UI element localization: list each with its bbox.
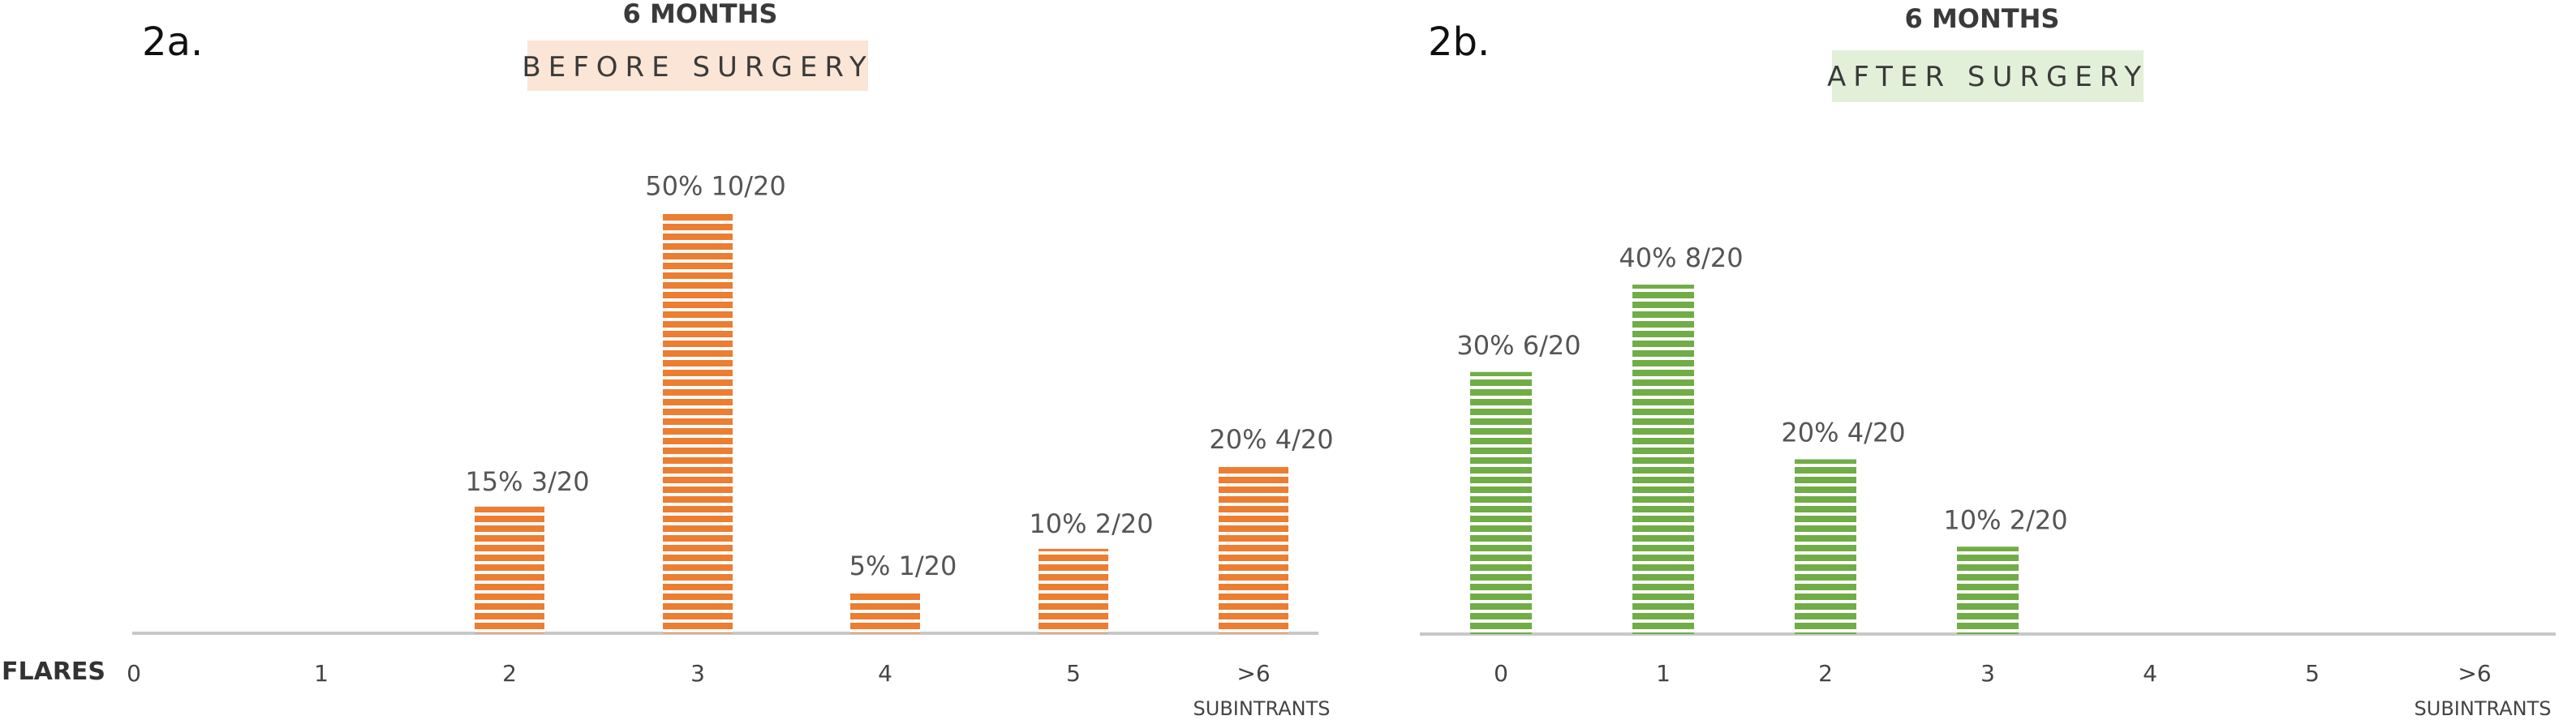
data-label-2b-3: 10% 2/20 [1943,504,2067,535]
tick-label-2a-5: 5 [1066,660,1081,687]
tick-label-2b-4: 4 [2143,660,2157,687]
panel-2a: 2a. 6 MONTHS BEFORE SURGERY FLARES 0 1 15%… [2,0,1334,720]
data-label-2a-4: 5% 1/20 [849,551,957,581]
data-label-2b-0: 30% 6/20 [1456,330,1580,361]
bar-2a-5 [1039,548,1108,633]
tick-label-2b-1: 1 [1656,660,1671,687]
bar-2a-3 [663,211,733,634]
tick-label-2a-3: 3 [690,660,705,687]
bar-2b-3 [1957,546,2019,634]
tick-sublabel-2a-6: SUBINTRANTS [1193,697,1331,720]
bars-2b: 30% 6/20 0 40% 8/20 1 20% 4/20 2 10% 2/20 3 4 5 >6… [1456,242,2551,720]
tick-label-2b-5: 5 [2305,660,2320,687]
tick-label-2a-1: 1 [314,660,329,687]
panel-label-2b: 2b. [1428,19,1490,65]
bar-2a-2 [475,506,544,633]
subtitle-highlight-2a [527,41,868,91]
tick-label-2b-6: >6 [2458,660,2491,687]
subtitle-highlight-2b [1832,50,2144,102]
data-label-2b-1: 40% 8/20 [1619,242,1743,273]
bar-2a-4 [850,590,920,633]
tick-label-2a-0: 0 [127,660,141,687]
tick-label-2a-2: 2 [502,660,517,687]
chart-subtitle-2b: AFTER SURGERY [1827,61,2148,93]
x-axis-label: FLARES [2,658,105,686]
tick-sublabel-2b-6: SUBINTRANTS [2415,697,2552,720]
chart-title-2a: 6 MONTHS [623,0,778,29]
bar-2b-2 [1795,459,1856,634]
panel-label-2a: 2a. [142,19,203,65]
tick-label-2b-2: 2 [1818,660,1833,687]
chart-title-2b: 6 MONTHS [1905,3,2060,34]
data-label-2a-2: 15% 3/20 [465,466,589,497]
data-label-2a-5: 10% 2/20 [1029,508,1153,539]
bar-2b-0 [1470,371,1532,634]
tick-label-2a-6: >6 [1236,660,1270,687]
panel-2b: 2b. 6 MONTHS AFTER SURGERY 30% 6/20 0 40% … [1420,3,2556,720]
tick-label-2b-3: 3 [1980,660,1995,687]
bar-2b-1 [1632,285,1694,634]
tick-label-2a-4: 4 [878,660,892,687]
bar-2a-6 [1219,464,1288,633]
chart-subtitle-2a: BEFORE SURGERY [522,51,873,84]
data-label-2a-6: 20% 4/20 [1209,424,1333,455]
data-label-2b-2: 20% 4/20 [1781,418,1905,448]
data-label-2a-3: 50% 10/20 [645,170,786,201]
bars-2a: 0 1 15% 3/20 2 50% 10/20 3 5% 1/20 4 10% 2/20 5 20… [127,170,1333,720]
tick-label-2b-0: 0 [1494,660,1508,687]
